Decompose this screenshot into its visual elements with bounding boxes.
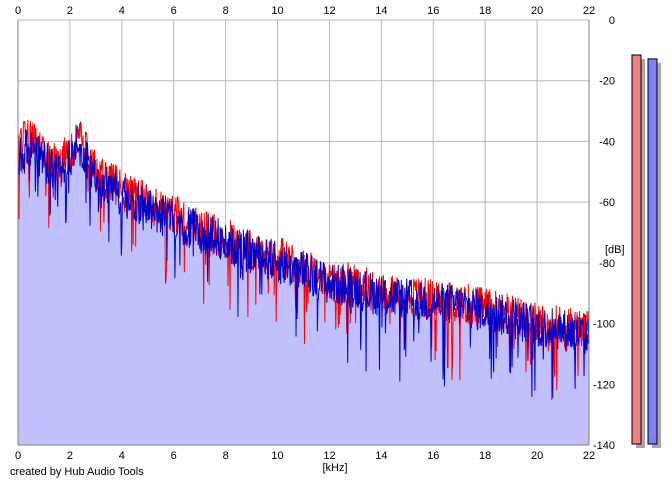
y-tick-labels: 0 -20 -40 -60 -80 -100 -120 -140 [593, 15, 615, 452]
x-tick-label-top: 2 [67, 5, 73, 17]
spectrum-area [18, 137, 589, 445]
x-tick-labels-bottom: 0 2 4 6 8 10 12 14 16 18 20 22 [15, 450, 595, 462]
x-tick-label-top: 4 [119, 5, 125, 17]
y-tick-label: -20 [599, 76, 615, 88]
x-tick-label-bottom: 10 [271, 450, 283, 462]
level-meters [631, 54, 661, 448]
x-tick-label-bottom: 0 [15, 450, 21, 462]
x-axis-label: [kHz] [322, 462, 347, 474]
x-tick-label-bottom: 16 [427, 450, 439, 462]
y-tick-label: -60 [599, 197, 615, 209]
x-tick-label-top: 22 [583, 5, 595, 17]
x-tick-label-bottom: 2 [67, 450, 73, 462]
x-tick-label-top: 14 [375, 5, 387, 17]
x-tick-label-bottom: 12 [323, 450, 335, 462]
x-tick-label-top: 16 [427, 5, 439, 17]
x-tick-label-bottom: 8 [223, 450, 229, 462]
series-lines [17, 120, 590, 401]
y-tick-label: -100 [593, 319, 615, 331]
x-tick-labels-top: 0 2 4 6 8 10 12 14 16 18 20 22 [15, 5, 595, 17]
y-tick-label: 0 [609, 15, 615, 27]
x-tick-label-top: 10 [271, 5, 283, 17]
y-tick-label: -120 [593, 379, 615, 391]
axes [17, 20, 590, 446]
x-tick-label-top: 6 [171, 5, 177, 17]
x-tick-label-bottom: 4 [119, 450, 125, 462]
x-tick-label-bottom: 6 [171, 450, 177, 462]
x-tick-label-top: 18 [479, 5, 491, 17]
y-tick-label: -140 [593, 440, 615, 452]
y-tick-label: -40 [599, 136, 615, 148]
spectrum-fill [18, 137, 589, 445]
footer-credit: created by Hub Audio Tools [10, 466, 144, 478]
y-axis-label: [dB] [605, 244, 625, 256]
x-tick-label-top: 0 [15, 5, 21, 17]
y-tick-label: -80 [599, 258, 615, 270]
x-tick-label-top: 8 [223, 5, 229, 17]
x-tick-label-bottom: 22 [583, 450, 595, 462]
series-line-2 [17, 124, 590, 399]
x-tick-label-bottom: 20 [531, 450, 543, 462]
x-tick-label-bottom: 14 [375, 450, 387, 462]
x-tick-label-top: 12 [323, 5, 335, 17]
x-tick-label-top: 20 [531, 5, 543, 17]
level-meter-right [647, 58, 658, 445]
x-tick-label-bottom: 18 [479, 450, 491, 462]
level-meter-left [631, 54, 642, 445]
